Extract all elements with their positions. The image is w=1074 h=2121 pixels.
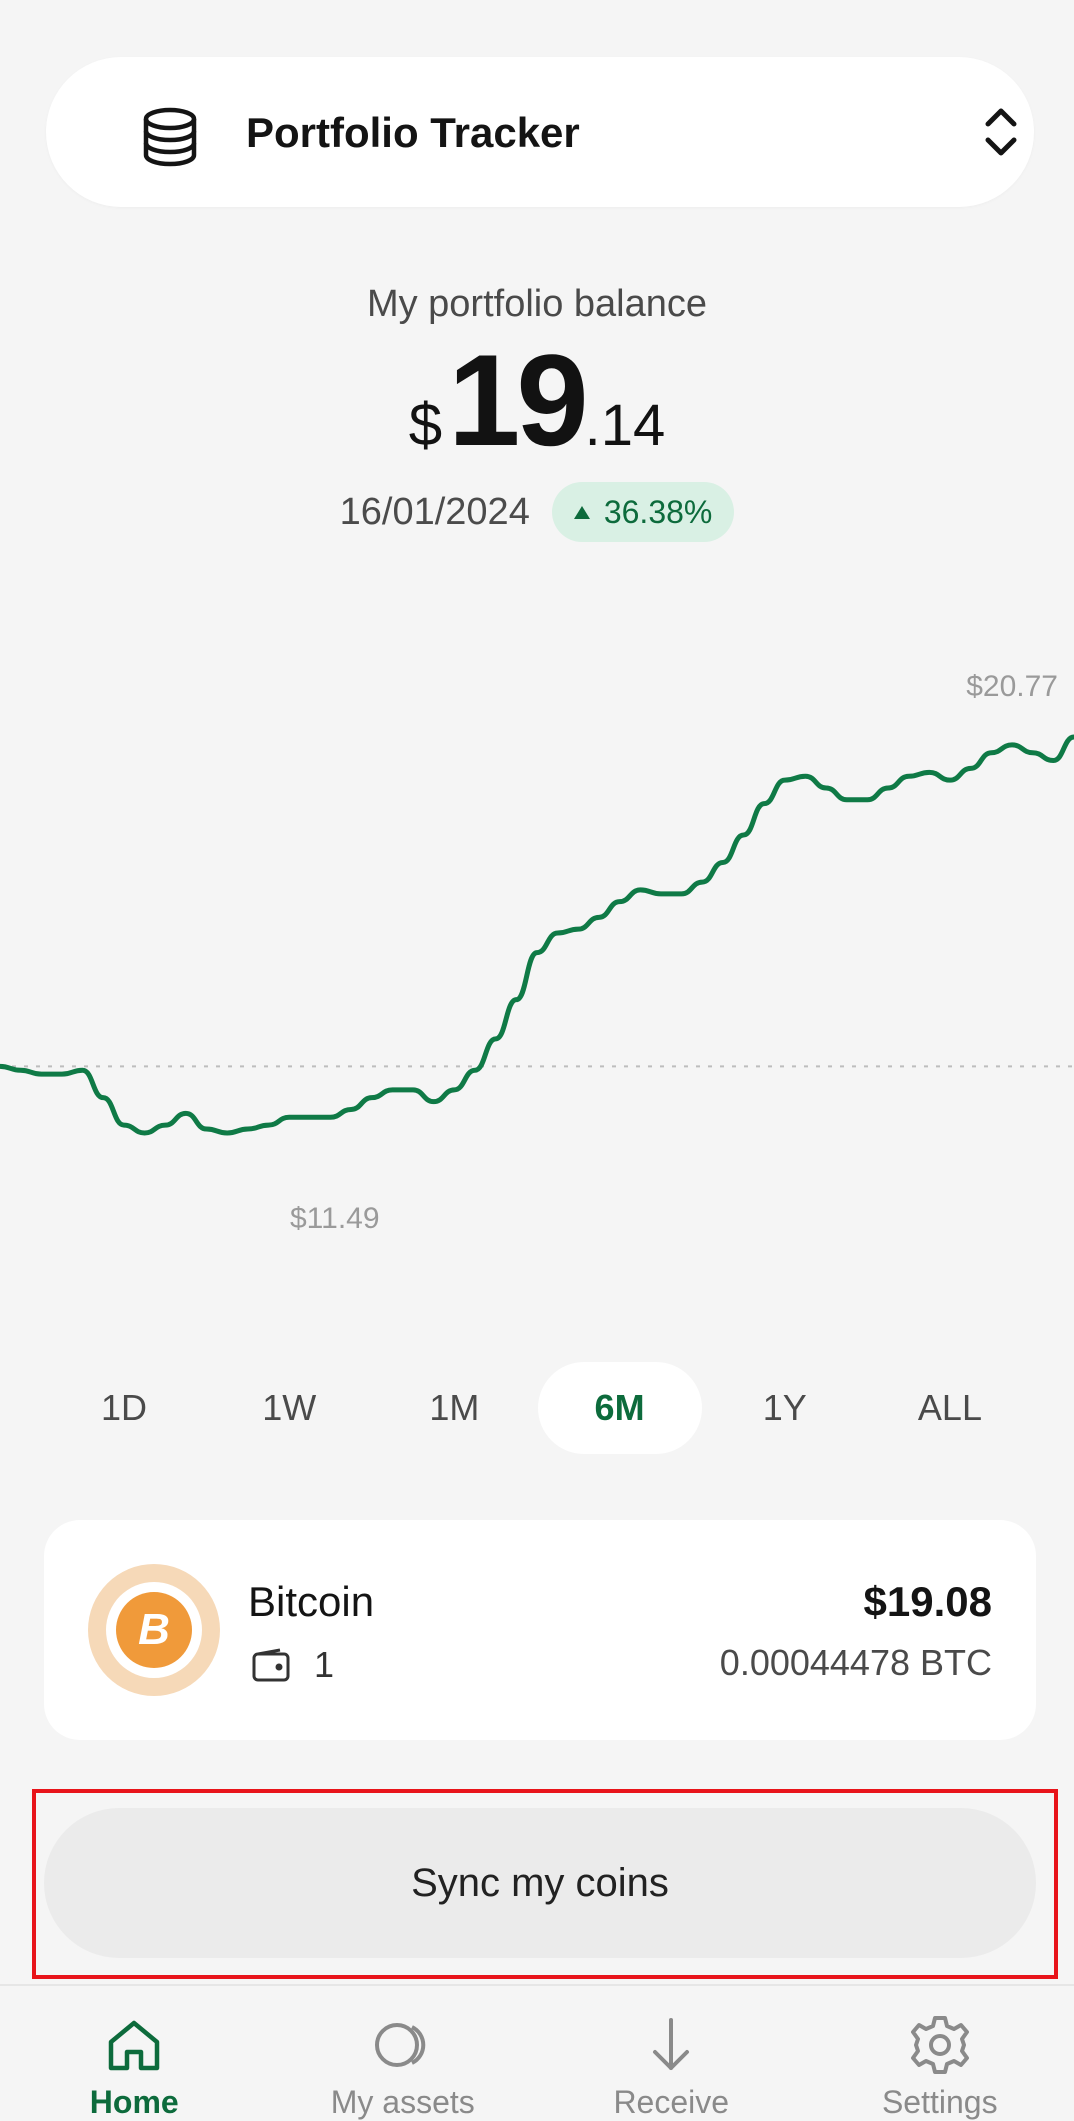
asset-card-bitcoin[interactable]: B Bitcoin 1 $19.08 0.00044478 BTC	[44, 1520, 1036, 1740]
change-value: 36.38%	[603, 493, 713, 530]
balance-label: My portfolio balance	[366, 283, 708, 325]
period-6m[interactable]: 6M	[537, 1362, 702, 1454]
bitcoin-symbol: B	[116, 1592, 192, 1668]
nav-my-assets-label: My assets	[330, 2084, 475, 2120]
receive-arrow-icon	[653, 2018, 690, 2070]
asset-value: $19.08	[863, 1578, 992, 1625]
portfolio-balance: $ 19 .14	[0, 335, 1074, 465]
wallet-count: 1	[314, 1644, 335, 1685]
nav-settings[interactable]: Settings	[806, 1986, 1074, 2121]
sync-coins-button[interactable]: Sync my coins	[44, 1808, 1036, 1958]
balance-date: 16/01/2024	[339, 490, 530, 533]
balance-currency: $	[408, 391, 443, 458]
portfolio-title: Portfolio Tracker	[246, 109, 580, 156]
nav-my-assets[interactable]: My assets	[269, 1986, 538, 2121]
period-1y[interactable]: 1Y	[762, 1387, 807, 1428]
chart-max-label: $20.77	[966, 670, 1058, 703]
change-badge: 36.38%	[551, 482, 735, 542]
balance-decimal: .14	[584, 393, 666, 458]
period-1m[interactable]: 1M	[429, 1387, 480, 1428]
nav-home[interactable]: Home	[0, 1986, 269, 2121]
nav-receive-label: Receive	[613, 2084, 730, 2120]
chevron-up-down-icon[interactable]	[976, 102, 1026, 162]
bitcoin-icon: B	[88, 1564, 220, 1696]
period-all[interactable]: ALL	[917, 1387, 982, 1428]
nav-settings-label: Settings	[881, 2084, 998, 2120]
gear-icon	[910, 2016, 969, 2074]
up-triangle-icon	[573, 505, 590, 519]
nav-home-label: Home	[89, 2084, 179, 2120]
asset-name: Bitcoin	[248, 1578, 375, 1625]
balance-meta: 16/01/2024 36.38%	[0, 482, 1074, 542]
highlight-frame	[32, 1789, 1058, 1979]
nav-receive[interactable]: Receive	[537, 1986, 806, 2121]
home-icon	[109, 2020, 160, 2071]
portfolio-selector[interactable]: Portfolio Tracker	[46, 57, 1034, 207]
chart-min-label: $11.49	[290, 1202, 380, 1235]
wallet-icon	[252, 1648, 290, 1682]
balance-integer: 19	[448, 327, 589, 473]
period-1d[interactable]: 1D	[100, 1387, 148, 1428]
period-selector: 1D 1W 1M 6M 1Y ALL	[42, 1362, 1032, 1454]
bottom-navigation: Home My assets Receive	[0, 1984, 1074, 2121]
chart-series-line	[0, 734, 1074, 1136]
wallet-count-row: 1	[252, 1644, 334, 1686]
asset-amount: 0.00044478 BTC	[719, 1642, 992, 1683]
period-1w[interactable]: 1W	[262, 1387, 317, 1428]
portfolio-chart[interactable]	[0, 640, 1074, 1280]
assets-icon	[374, 2023, 425, 2067]
database-icon	[143, 107, 197, 167]
